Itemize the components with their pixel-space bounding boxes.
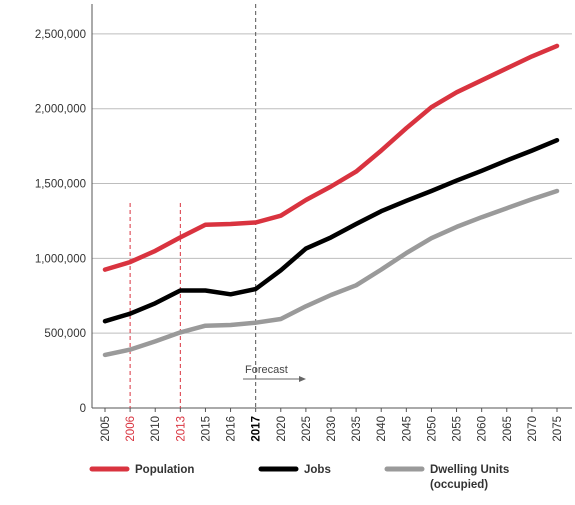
- series-line-jobs: [102, 137, 560, 324]
- x-tick-label: 2017: [251, 416, 263, 442]
- y-tick-label: 500,000: [44, 328, 86, 340]
- x-tick-label: 2050: [426, 416, 438, 442]
- y-tick-label: 1,500,000: [35, 179, 86, 191]
- x-tick-label: 2015: [200, 416, 212, 442]
- x-tick-label: 2020: [276, 416, 288, 442]
- x-tick-label: 2030: [326, 416, 338, 442]
- legend-label-jobs: Jobs: [304, 464, 331, 476]
- x-tick-label: 2016: [226, 416, 238, 442]
- series-line-dwelling-units: [102, 188, 560, 358]
- x-tick-label: 2025: [301, 416, 313, 442]
- x-tick-label: 2005: [100, 416, 112, 442]
- x-tick-label: 2060: [477, 416, 489, 442]
- legend-label-population: Population: [135, 464, 194, 476]
- forecast-arrow-head: [299, 376, 306, 382]
- x-tick-label: 2013: [175, 416, 187, 442]
- forecast-label: Forecast: [245, 364, 288, 376]
- legend: Population Jobs Dwelling Units (occupied…: [89, 464, 509, 491]
- y-tick-label: 2,000,000: [35, 104, 86, 116]
- x-tick-label: 2006: [125, 416, 137, 442]
- x-tick-label: 2070: [527, 416, 539, 442]
- x-tick-label: 2055: [452, 416, 464, 442]
- legend-label-dwelling-line2: (occupied): [430, 479, 488, 491]
- x-tick-label: 2035: [351, 416, 363, 442]
- series-line-population: [102, 43, 560, 272]
- x-tick-label: 2075: [552, 416, 564, 442]
- y-tick-label: 2,500,000: [35, 29, 86, 41]
- axes: 0 500,000 1,000,000 1,500,000 2,000,000 2,500…: [35, 4, 572, 442]
- annotations: Forecast: [243, 364, 306, 382]
- legend-label-dwelling-line1: Dwelling Units: [430, 464, 509, 476]
- y-tick-label: 1,000,000: [35, 253, 86, 265]
- x-tick-label: 2010: [150, 416, 162, 442]
- dashed-markers: [129, 4, 257, 408]
- series-lines: [102, 43, 560, 358]
- x-tick-label: 2065: [502, 416, 514, 442]
- x-tick-label: 2040: [376, 416, 388, 442]
- y-tick-label: 0: [80, 403, 86, 415]
- x-tick-label: 2045: [401, 416, 413, 442]
